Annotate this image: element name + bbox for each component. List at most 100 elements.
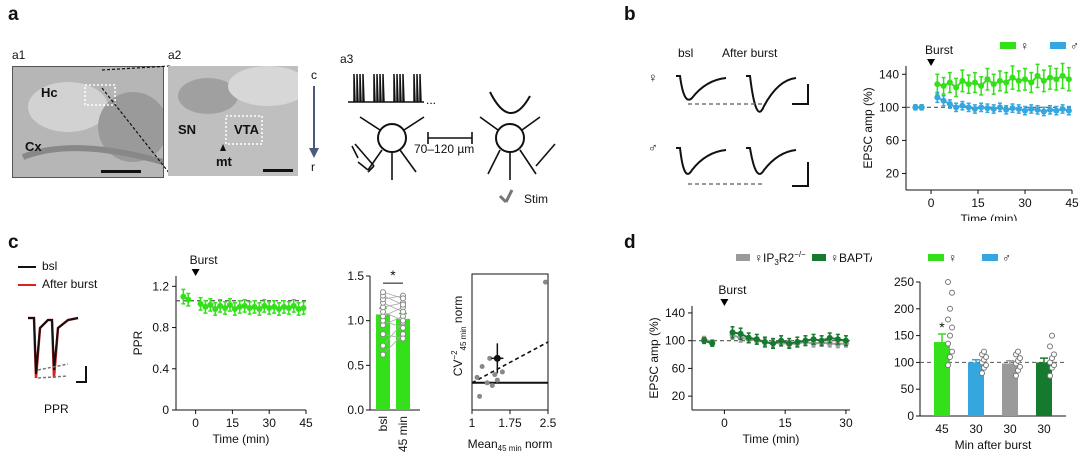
data-point [202,303,209,310]
pair-line [382,306,404,317]
pair-point [400,324,406,331]
ppr-caption: PPR [44,402,69,416]
x-axis-label: Mean45 min norm [468,437,553,453]
y-tick-label: 0.8 [152,321,169,335]
individual-point [1013,372,1019,379]
y-axis-label: CV−245 min norm [450,296,468,377]
x-tick-label: 30 [263,416,277,430]
y-tick-label: 100 [894,355,914,369]
bar [376,314,390,410]
x-tick-label: 45 [1065,196,1079,210]
astrocyte-left [377,123,407,153]
trace-male-after [746,147,797,175]
data-point [1053,76,1060,83]
y-tick-label: 150 [894,329,914,343]
data-point [940,82,947,89]
pair-point [380,289,386,296]
y-tick-label: 20 [672,389,686,403]
y-tick-label: 200 [894,302,914,316]
data-point [984,105,991,112]
scatter-point [492,372,498,378]
pair-point [400,295,406,302]
y-tick-label: 20 [886,166,900,180]
burst-marker-icon [927,59,936,66]
x-axis-label-tail: norm [522,437,553,451]
data-point [222,304,229,311]
y-axis-label-main: CV [451,360,465,377]
scatter-point [487,355,493,361]
panel-letter-b: b [624,4,636,25]
bar [968,362,984,416]
x-tick-label: 30 [1018,196,1032,210]
y-axis-label-tail: norm [451,296,465,327]
bar [934,342,950,416]
individual-point [949,289,955,296]
rostrocaudal-arrow [309,86,319,158]
data-point [753,336,760,343]
burst-marker-icon [191,269,200,276]
scatter-point [542,279,548,285]
individual-point [949,324,955,331]
x-tick-label: 15 [778,416,792,430]
pair-point [380,342,386,349]
legend-swatch [1050,42,1066,49]
x-tick-label: 45 [935,422,949,436]
x-tick-label: 2.5 [540,416,557,430]
pair-line [382,302,404,313]
individual-point [947,354,953,361]
x-tick-label: bsl [376,416,390,431]
stim-label: Stim [524,192,548,206]
individual-point [1047,372,1053,379]
significance-star: * [390,267,396,283]
data-point [266,304,273,311]
x-tick-label: 45 [299,416,313,430]
individual-point [947,305,953,312]
pair-point [400,308,406,315]
data-point [959,77,966,84]
legend-label: ♀ [948,251,957,265]
data-point [701,337,708,344]
data-point [990,81,997,88]
trace-male-bsl [676,147,727,175]
x-tick-label: 0 [721,416,728,430]
x-axis-label: Time (min) [961,212,1018,221]
bar [396,318,410,410]
ppr-traces [28,316,87,383]
y-tick-label: 140 [879,67,899,81]
individual-point [1051,362,1057,369]
y-tick-label: 50 [901,382,915,396]
data-point [1053,107,1060,114]
data-point [826,334,833,341]
pair-point [400,301,406,308]
legend-label: ♀BAPTA [830,251,872,265]
data-point [1040,77,1047,84]
pair-point [400,335,406,342]
individual-point [945,279,951,285]
y-tick-label: 1.2 [152,279,169,293]
series-line [937,74,1070,89]
individual-point [949,348,955,355]
legend-label-sub: 3 [774,258,779,267]
pair-line [382,302,404,308]
data-point [1040,108,1047,115]
vta-zoom-image: SN VTA mt [168,66,298,176]
individual-point [945,362,951,369]
data-point [1059,105,1066,112]
male-symbol: ♂ [648,140,658,155]
legend-label-sup: −/− [794,250,806,259]
label-mt: mt [216,154,232,169]
data-point [1028,105,1035,112]
individual-point [1047,343,1053,350]
data-point [261,302,268,309]
data-point [761,339,768,346]
legend-swatch [982,254,998,261]
bar [1036,362,1052,416]
svg-text:...: ... [426,93,436,107]
data-point [217,302,224,309]
data-point [990,105,997,112]
axis-label-c: c [311,68,317,82]
trace-label-after: After burst [722,46,778,60]
y-tick-label: 140 [665,306,685,320]
y-tick-label: 60 [672,361,686,375]
individual-point [1017,355,1023,362]
